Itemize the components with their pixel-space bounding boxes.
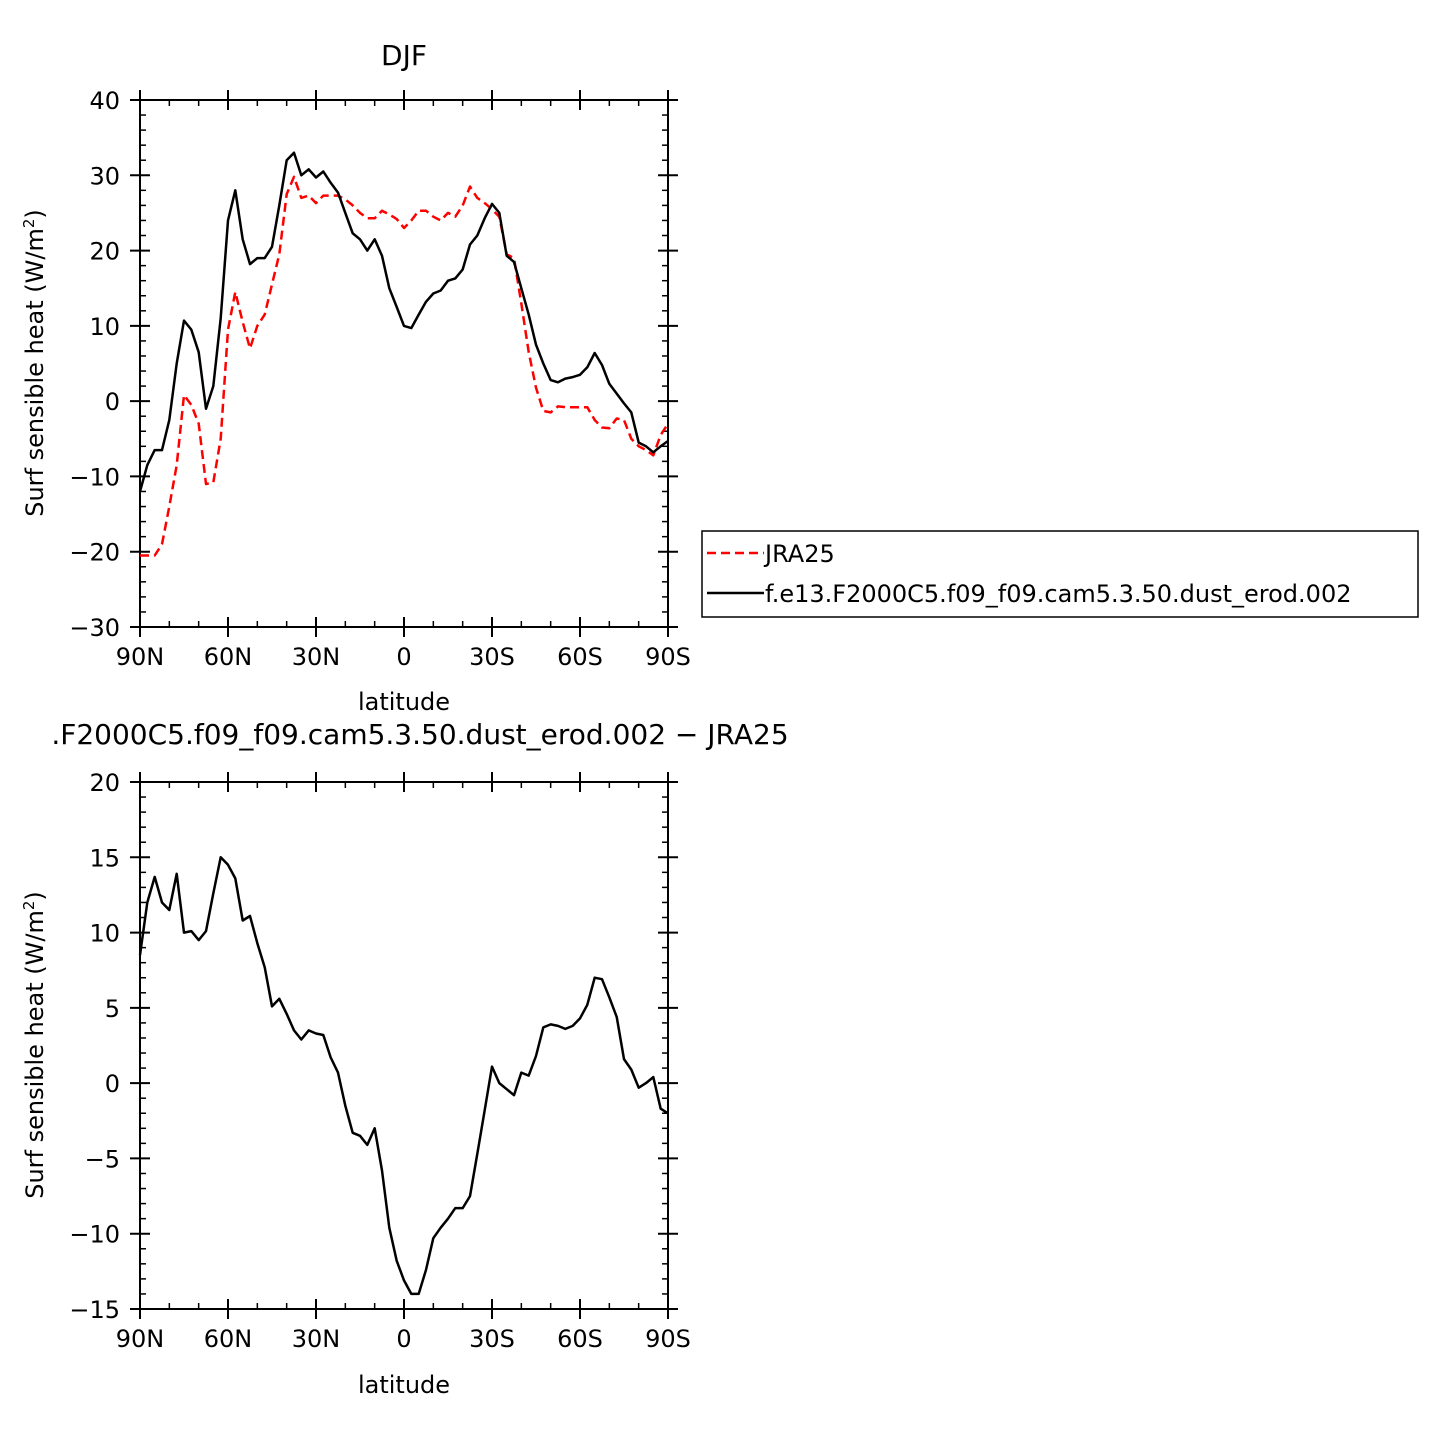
top-y-tick-label: 0 <box>105 388 120 416</box>
legend: JRA25 f.e13.F2000C5.f09_f09.cam5.3.50.du… <box>701 530 1419 618</box>
bottom-x-tick-label: 90N <box>116 1325 165 1353</box>
legend-frame <box>701 530 1419 618</box>
legend-label-model: f.e13.F2000C5.f09_f09.cam5.3.50.dust_ero… <box>765 580 1351 608</box>
top-y-tick-label: 10 <box>89 313 120 341</box>
bottom-x-tick-label: 90S <box>645 1325 691 1353</box>
bottom-y-tick-labels: −15 −10 −5 0 5 10 15 20 <box>69 769 120 1324</box>
top-x-tick-label: 30S <box>469 643 515 671</box>
top-y-tick-label: −20 <box>69 539 120 567</box>
bottom-y-tick-label: −5 <box>85 1145 120 1173</box>
top-x-tick-label: 0 <box>396 643 411 671</box>
bottom-x-axis-title: latitude <box>358 1371 450 1399</box>
top-y-axis-title: Surf sensible heat (W/m2) <box>20 209 49 517</box>
top-x-tick-label: 60N <box>204 643 253 671</box>
bottom-ticks <box>130 772 678 1319</box>
top-y-axis-title-main: Surf sensible heat (W/m <box>21 228 49 517</box>
bottom-x-tick-label: 30S <box>469 1325 515 1353</box>
bottom-y-tick-label: 15 <box>89 844 120 872</box>
bottom-panel: .F2000C5.f09_f09.cam5.3.50.dust_erod.002… <box>20 718 789 1399</box>
legend-label-jra25: JRA25 <box>763 540 835 568</box>
bottom-y-tick-label: 0 <box>105 1070 120 1098</box>
bottom-chart-title: .F2000C5.f09_f09.cam5.3.50.dust_erod.002… <box>51 718 788 751</box>
top-y-axis-title-superscript: 2 <box>20 219 38 229</box>
top-y-tick-label: −30 <box>69 614 120 642</box>
bottom-x-tick-label: 60N <box>204 1325 253 1353</box>
top-x-axis-title: latitude <box>358 688 450 716</box>
top-chart-title: DJF <box>381 39 427 72</box>
top-x-tick-labels: 90N 60N 30N 0 30S 60S 90S <box>116 643 691 671</box>
top-y-tick-label: −10 <box>69 463 120 491</box>
bottom-x-tick-label: 60S <box>557 1325 603 1353</box>
bottom-y-tick-label: 10 <box>89 920 120 948</box>
bottom-series-line-model <box>138 856 669 1296</box>
top-x-tick-label: 30N <box>292 643 341 671</box>
top-y-axis-title-close: ) <box>21 209 49 218</box>
bottom-x-tick-label: 30N <box>292 1325 341 1353</box>
top-y-tick-label: 20 <box>89 238 120 266</box>
top-series-group <box>138 151 670 557</box>
top-x-tick-label: 60S <box>557 643 603 671</box>
top-y-tick-label: 30 <box>89 162 120 190</box>
bottom-y-axis-title-close: ) <box>21 891 49 900</box>
bottom-series-group <box>138 856 669 1296</box>
bottom-y-tick-label: −10 <box>69 1221 120 1249</box>
top-x-tick-label: 90N <box>116 643 165 671</box>
top-x-tick-label: 90S <box>645 643 691 671</box>
top-y-tick-label: 40 <box>89 87 120 115</box>
bottom-x-tick-labels: 90N 60N 30N 0 30S 60S 90S <box>116 1325 691 1353</box>
bottom-y-tick-label: 5 <box>105 995 120 1023</box>
top-ticks <box>130 90 678 637</box>
top-panel: DJF 90N 60N 30N 0 30S 60S 90S −30 −20 −10 0 10 20 30… <box>20 39 691 716</box>
top-series-line-jra25 <box>140 175 670 557</box>
bottom-y-axis-title: Surf sensible heat (W/m2) <box>20 891 49 1199</box>
top-series-line-model <box>138 151 669 492</box>
bottom-y-tick-label: 20 <box>89 769 120 797</box>
bottom-y-axis-title-main: Surf sensible heat (W/m <box>21 910 49 1199</box>
bottom-y-tick-label: −15 <box>69 1296 120 1324</box>
top-y-tick-labels: −30 −20 −10 0 10 20 30 40 <box>69 87 120 642</box>
bottom-x-tick-label: 0 <box>396 1325 411 1353</box>
bottom-y-axis-title-superscript: 2 <box>20 901 38 911</box>
